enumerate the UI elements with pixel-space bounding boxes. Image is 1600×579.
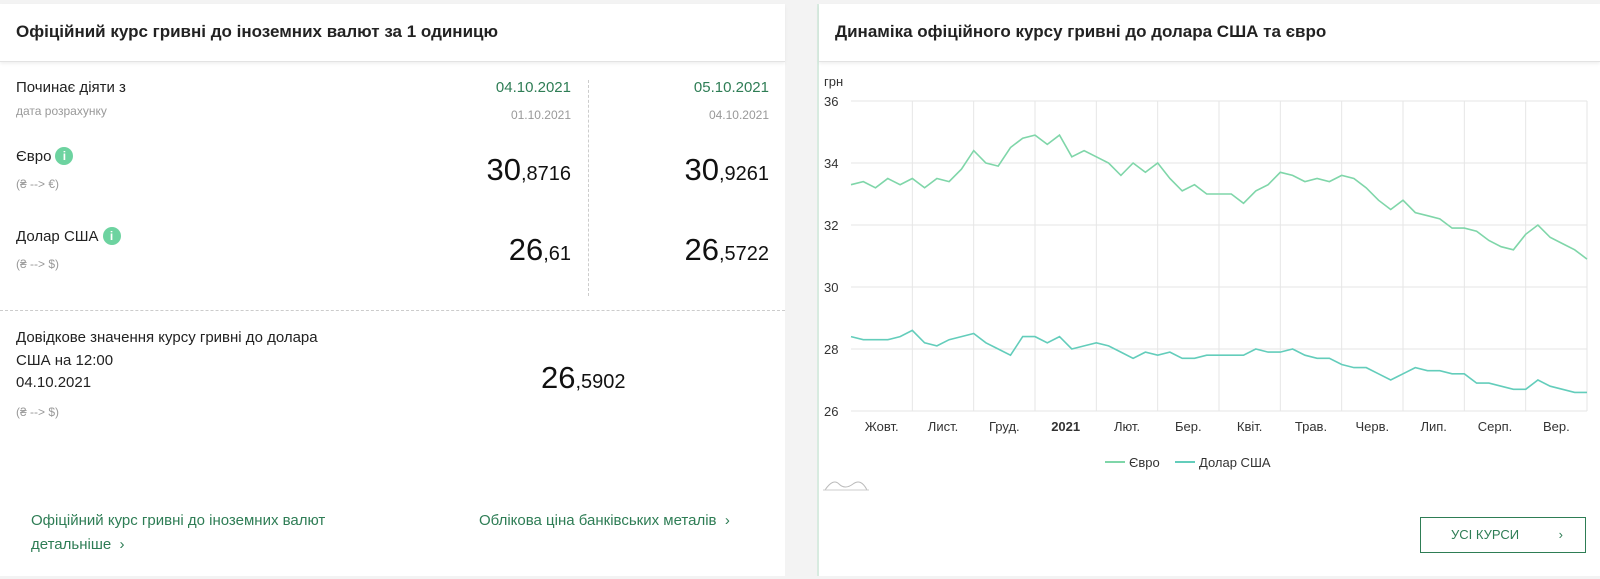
col2-date: 05.10.2021 [693,79,769,96]
y-axis-label: грн [824,74,843,89]
calc-date-label: дата розрахунку [16,104,107,118]
starts-label: Починає діяти з [16,79,126,96]
reference-rate-date: 04.10.2021 [16,374,92,391]
rate-dynamics-chart: 26 28 30 32 34 36 грн Жовт. Лист. Груд. 2021 Лют. Бе… [823,74,1588,491]
reference-rate-value: 26,5902 [541,360,626,395]
series-line-usd [850,329,1587,394]
chevron-right-icon: › [119,536,125,553]
x-tick-label: Жовт. [865,419,899,434]
y-tick-label: 32 [824,218,838,233]
y-tick-label: 34 [824,156,838,171]
col1-eur-rate: 30,8716 [486,152,571,187]
col2-usd-rate: 26,5722 [684,232,769,267]
col1-calc-date: 01.10.2021 [510,108,571,122]
reference-rate-direction: (₴ --> $) [16,405,60,419]
reference-rate-label: Довідкове значення курсу гривні до долар… [16,329,318,369]
x-tick-label: Серп. [1478,419,1513,434]
x-tick-label: Лист. [928,419,958,434]
official-rate-title: Офіційний курс гривні до іноземних валют… [0,4,785,62]
x-tick-label: Вер. [1543,419,1570,434]
y-tick-label: 28 [824,342,838,357]
section-divider [0,310,785,311]
rate-dynamics-panel: Динаміка офіційного курсу гривні до дола… [817,4,1600,576]
legend-label-eur: Євро [1129,455,1160,470]
usd-label-row: Долар США i [16,227,121,245]
eur-direction: (₴ --> €) [16,177,60,191]
x-tick-label: Лют. [1114,419,1140,434]
usd-info-icon[interactable]: i [102,227,121,245]
y-tick-label: 36 [824,94,838,109]
eur-info-icon[interactable]: i [55,147,74,165]
legend-label-usd: Долар США [1199,455,1271,470]
x-tick-label: Бер. [1175,419,1202,434]
x-tick-label: 2021 [1051,419,1080,434]
series-line-eur [850,133,1588,260]
y-tick-label: 26 [824,404,838,419]
eur-label: Євро [16,148,52,165]
col1-date: 04.10.2021 [495,79,571,96]
column-divider [588,80,589,296]
official-rate-panel: Офіційний курс гривні до іноземних валют… [0,4,785,576]
col1-usd-rate: 26,61 [508,232,571,267]
chevron-right-icon: › [1558,527,1563,542]
navigator-preview-icon [824,481,868,491]
x-tick-label: Лип. [1420,419,1446,434]
all-rates-button[interactable]: УСІ КУРСИ › [1420,517,1586,553]
col2-calc-date: 04.10.2021 [708,108,769,122]
x-tick-label: Квіт. [1237,419,1263,434]
bank-metals-link[interactable]: Облікова ціна банківських металів › [479,512,730,529]
x-tick-label: Черв. [1356,419,1390,434]
chevron-right-icon: › [724,512,730,529]
x-tick-label: Груд. [989,419,1020,434]
y-tick-label: 30 [824,280,838,295]
col2-eur-rate: 30,9261 [684,152,769,187]
rate-dynamics-title: Динаміка офіційного курсу гривні до дола… [819,4,1600,62]
official-rates-details-link[interactable]: Офіційний курс гривні до іноземних валют… [31,512,326,553]
eur-label-row: Євро i [16,147,74,165]
usd-label: Долар США [16,228,99,245]
x-tick-label: Трав. [1295,419,1327,434]
usd-direction: (₴ --> $) [16,257,60,271]
